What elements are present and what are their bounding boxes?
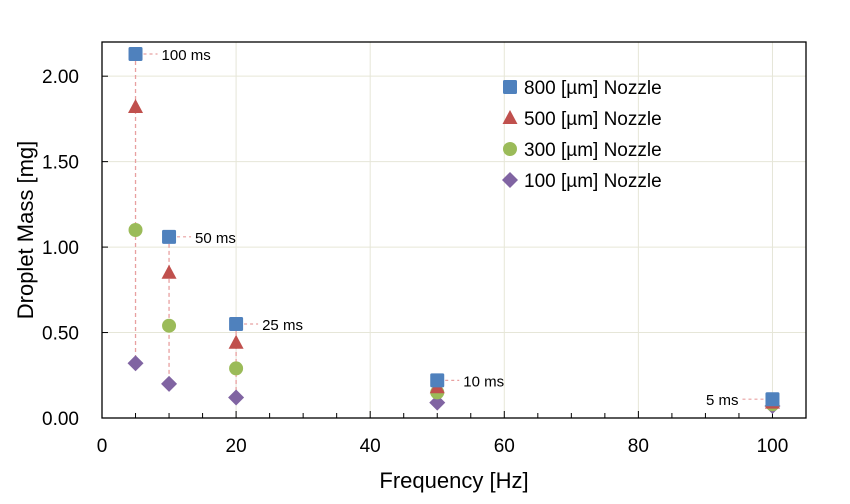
x-tick-labels: 0 20 40 60 80 100 (97, 436, 789, 457)
annotation-label: 5 ms (706, 392, 739, 409)
legend-label: 800 [µm] Nozzle (524, 78, 662, 99)
triangle-point (228, 334, 244, 349)
legend-circle-symbol (503, 142, 517, 156)
triangle-point (161, 264, 177, 279)
y-tick-label: 0.50 (42, 324, 79, 345)
annotation-label: 10 ms (463, 373, 504, 390)
y-tick-label: 0.00 (42, 409, 79, 430)
data-points (127, 46, 781, 415)
series-diamond (127, 355, 781, 415)
axis-ticks (101, 75, 773, 419)
grid (102, 42, 806, 418)
circle-point (162, 318, 177, 333)
legend-triangle-symbol (502, 110, 518, 124)
diamond-point (228, 389, 245, 406)
legend-label: 500 [µm] Nozzle (524, 109, 662, 130)
annotation-label: 100 ms (162, 47, 211, 64)
square-point (765, 392, 780, 407)
diamond-point (429, 394, 446, 411)
annotation-label: 50 ms (195, 230, 236, 247)
legend-diamond-symbol (502, 172, 518, 188)
time-annotations: 100 ms 50 ms 25 ms 10 ms 5 ms (143, 47, 765, 409)
y-tick-label: 2.00 (42, 67, 79, 88)
x-tick-label: 60 (494, 436, 515, 457)
series-square (128, 46, 780, 407)
y-tick-label: 1.00 (42, 238, 79, 259)
legend-label: 100 [µm] Nozzle (524, 171, 662, 192)
circle-point (128, 223, 143, 237)
y-tick-label: 1.50 (42, 153, 79, 174)
x-tick-label: 40 (360, 436, 381, 457)
triangle-point (128, 98, 144, 113)
square-point (128, 46, 143, 61)
x-tick-label: 0 (97, 436, 108, 457)
circle-point (229, 361, 244, 376)
legend-label: 300 [µm] Nozzle (524, 140, 662, 161)
square-point (229, 317, 244, 331)
plot-area-border (101, 41, 807, 419)
square-point (162, 229, 177, 244)
legend-square-symbol (503, 80, 517, 94)
x-tick-label: 100 (757, 436, 789, 457)
diamond-point (127, 355, 144, 372)
y-tick-labels: 0.00 0.50 1.00 1.50 2.00 (42, 67, 79, 430)
series-circle (128, 223, 780, 412)
annotation-label: 25 ms (262, 317, 303, 334)
square-point (430, 373, 445, 388)
x-tick-label: 80 (628, 436, 649, 457)
diamond-point (161, 375, 178, 392)
x-axis-title: Frequency [Hz] (379, 468, 528, 493)
legend: 800 [µm] Nozzle 500 [µm] Nozzle 300 [µm] N… (502, 78, 662, 192)
series-triangle (128, 98, 780, 409)
x-tick-label: 20 (226, 436, 247, 457)
y-axis-title: Droplet Mass [mg] (13, 141, 38, 320)
